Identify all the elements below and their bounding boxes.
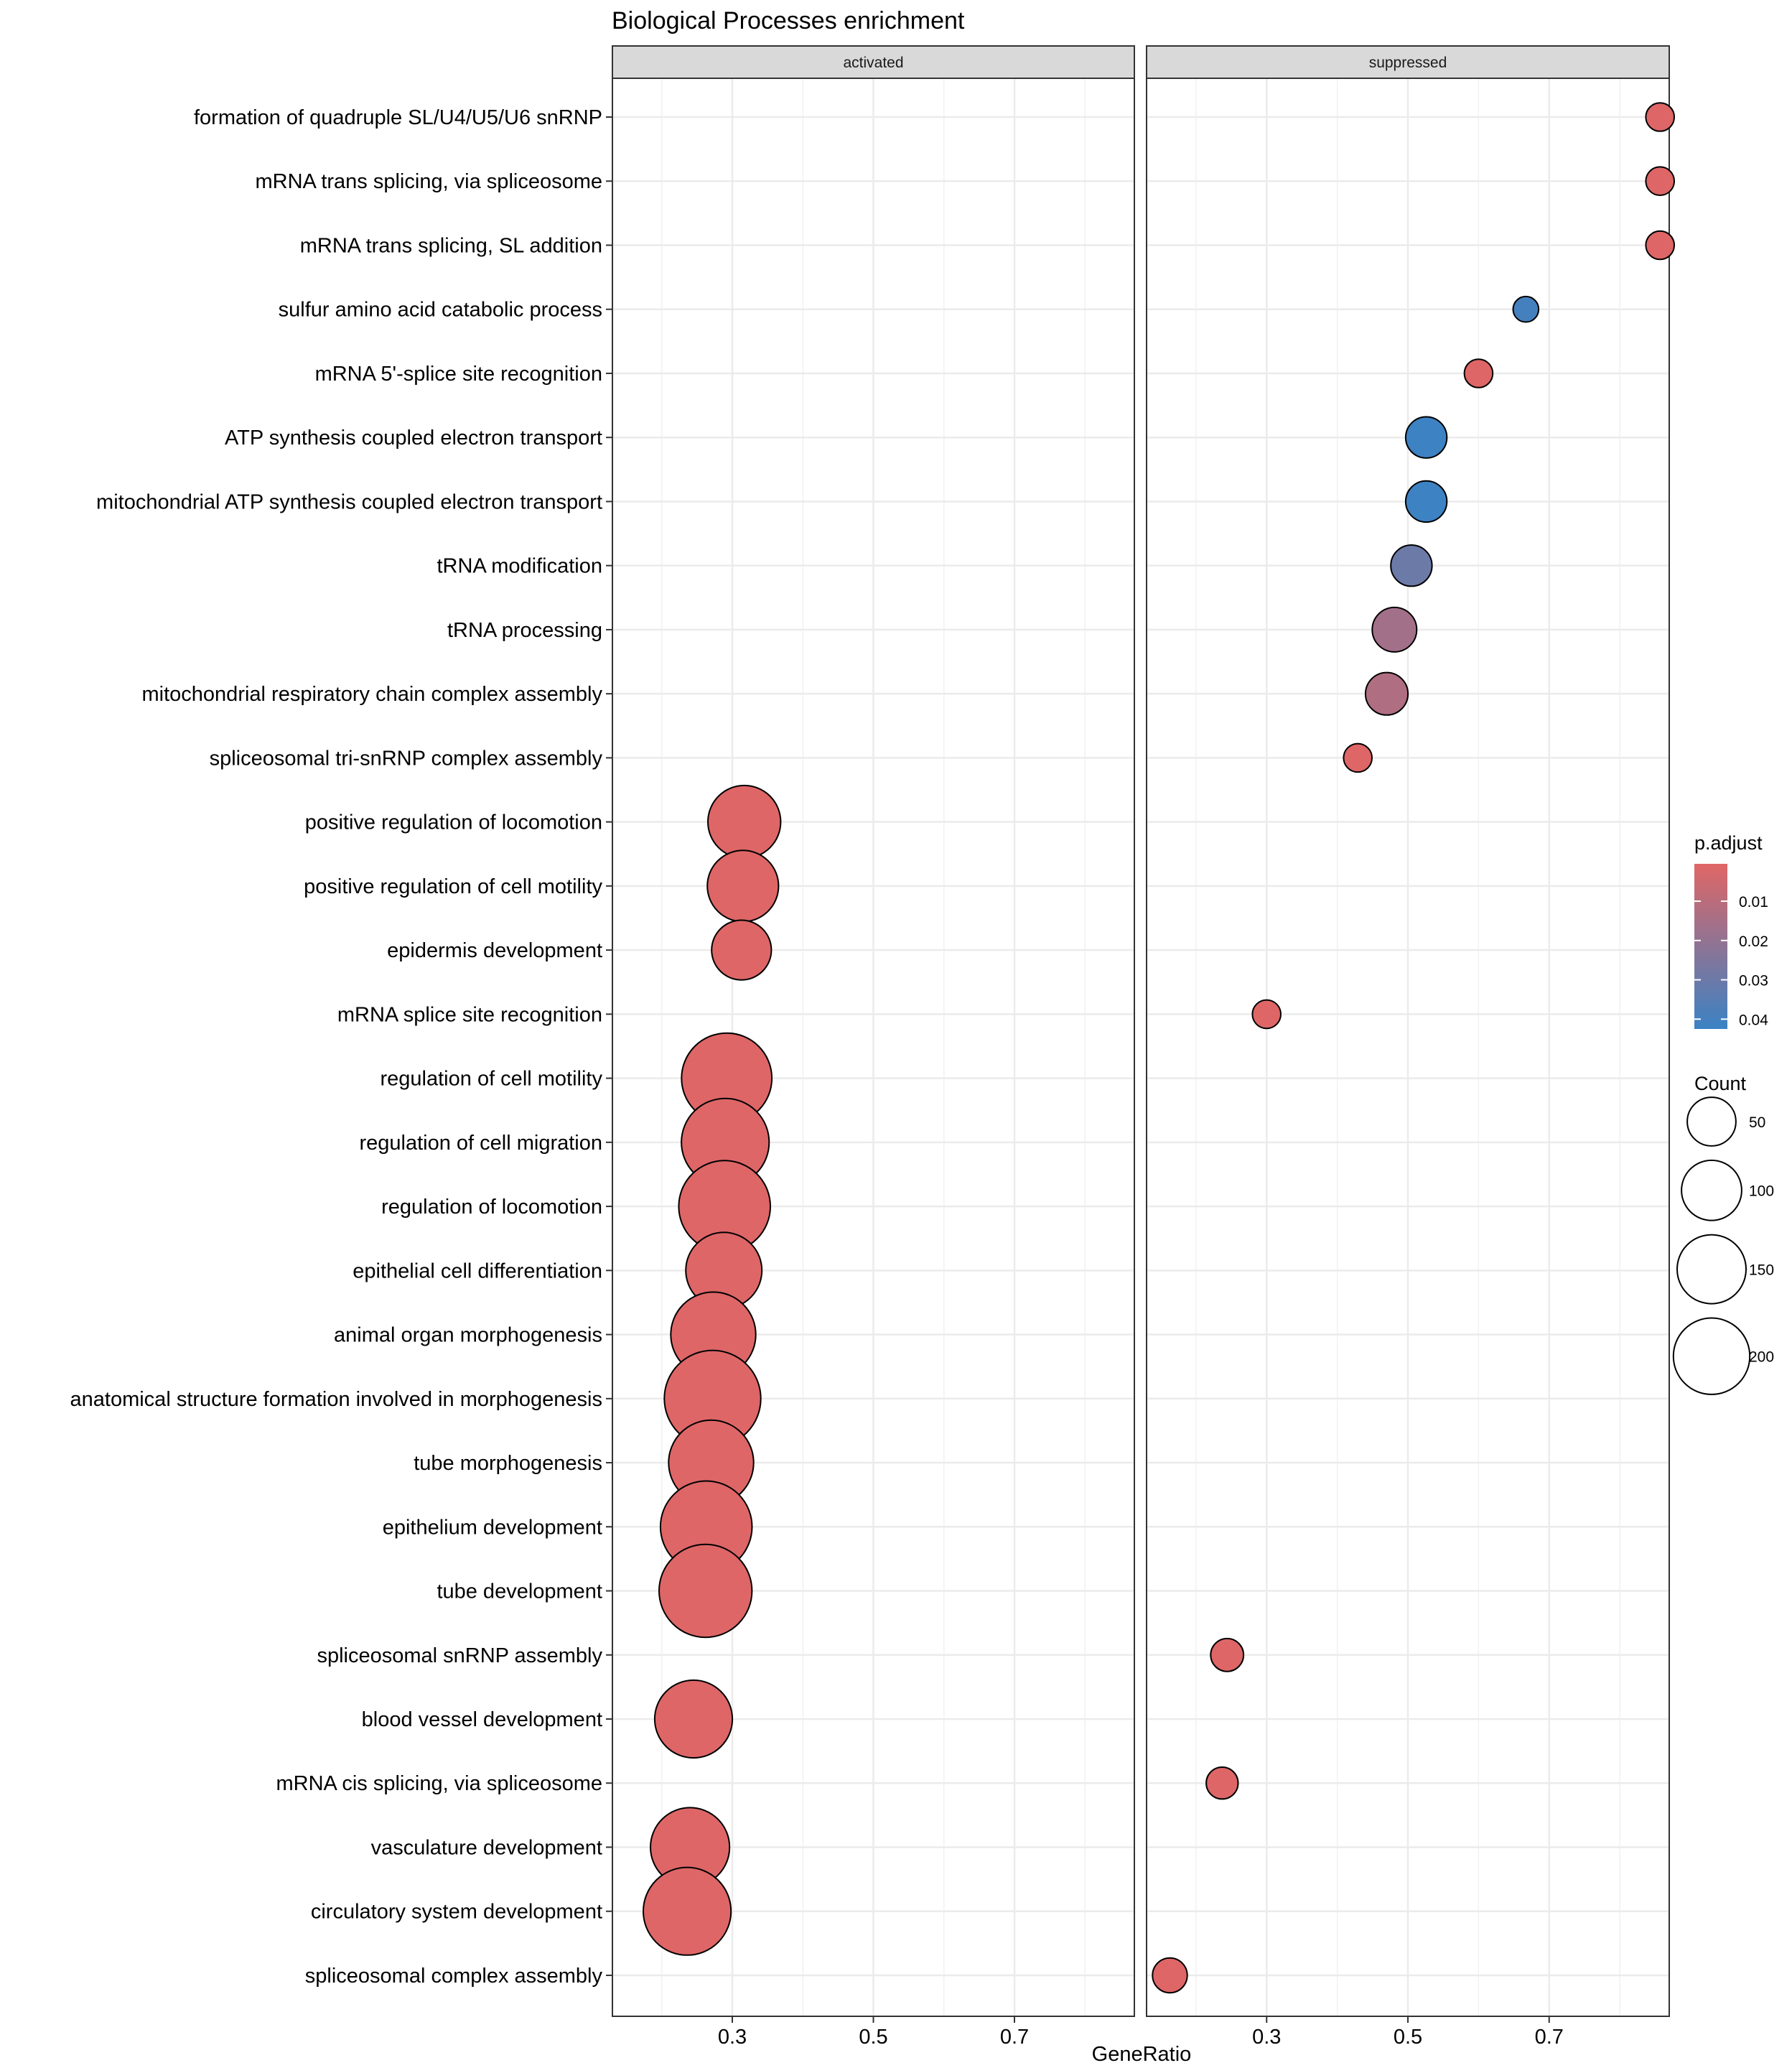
y-tick-label: mitochondrial respiratory chain complex …	[142, 683, 603, 706]
data-point	[706, 784, 782, 860]
y-tick-label: anatomical structure formation involved …	[70, 1388, 602, 1411]
y-tick-label: tRNA modification	[437, 555, 603, 578]
y-tick-label: regulation of cell motility	[381, 1068, 603, 1091]
facet-strip-label-activated: activated	[843, 55, 903, 71]
y-tick-label: spliceosomal snRNP assembly	[317, 1644, 602, 1667]
y-tick-label: spliceosomal tri-snRNP complex assembly	[210, 747, 603, 770]
y-tick-label: epithelium development	[383, 1516, 602, 1539]
y-tick-label: sulfur amino acid catabolic process	[279, 299, 602, 322]
x-axis: 0.3 0.5 0.7 0.3 0.5 0.7	[718, 2016, 1564, 2049]
data-point	[658, 1543, 753, 1639]
data-point	[1364, 671, 1409, 716]
data-point	[1463, 358, 1494, 388]
data-point	[1645, 230, 1675, 261]
chart-title: Biological Processes enrichment	[612, 7, 965, 34]
legend: p.adjust 0.01 0.02 0.03 0.04 Count 50 100 150 200	[1672, 832, 1774, 1395]
y-tick-label: formation of quadruple SL/U4/U5/U6 snRNP	[194, 106, 602, 129]
data-point	[1404, 480, 1448, 523]
y-tick-label: tube development	[437, 1580, 602, 1603]
data-point	[643, 1866, 732, 1956]
color-legend-label: 0.02	[1739, 933, 1768, 950]
data-point	[1251, 999, 1282, 1030]
y-tick-label: mRNA trans splicing, SL addition	[300, 234, 602, 257]
size-legend-label: 100	[1749, 1183, 1774, 1200]
y-tick-label: epithelial cell differentiation	[353, 1259, 602, 1282]
y-tick-label: circulatory system development	[311, 1901, 602, 1924]
data-point	[1645, 102, 1675, 132]
data-point	[1205, 1766, 1239, 1800]
data-point	[711, 919, 773, 981]
facet-strip-suppressed	[1146, 45, 1670, 79]
x-tick-label: 0.3	[718, 2026, 747, 2049]
panels-layer: activated suppressed	[612, 45, 1670, 2017]
data-point	[1210, 1637, 1245, 1672]
size-legend-key	[1686, 1096, 1737, 1147]
points-layer	[643, 102, 1675, 1994]
data-point	[1390, 544, 1433, 587]
x-tick-label: 0.3	[1252, 2026, 1281, 2049]
data-point	[1343, 742, 1373, 773]
y-tick-label: vasculature development	[371, 1836, 602, 1859]
y-tick-label: positive regulation of locomotion	[305, 811, 602, 834]
data-point	[1512, 295, 1540, 323]
y-tick-label: tRNA processing	[447, 619, 602, 642]
size-legend-label: 50	[1749, 1114, 1765, 1131]
size-legend-title: Count	[1694, 1073, 1747, 1094]
size-legend-label: 200	[1749, 1349, 1774, 1366]
facet-strip-label-suppressed: suppressed	[1369, 55, 1447, 71]
y-tick-label: ATP synthesis coupled electron transport	[225, 427, 602, 450]
y-axis: formation of quadruple SL/U4/U5/U6 snRNP…	[70, 106, 612, 1988]
size-legend-key	[1676, 1234, 1747, 1305]
x-tick-label: 0.5	[1394, 2026, 1422, 2049]
color-legend-label: 0.03	[1739, 973, 1768, 989]
data-point	[1152, 1957, 1188, 1994]
panel-suppressed: suppressed	[1146, 45, 1670, 2017]
color-bar	[1694, 864, 1727, 1029]
y-tick-label: regulation of cell migration	[359, 1132, 602, 1155]
x-axis-title: GeneRatio	[1092, 2043, 1192, 2066]
data-point	[1404, 416, 1448, 459]
y-tick-label: mRNA trans splicing, via spliceosome	[255, 170, 602, 193]
x-tick-label: 0.5	[859, 2026, 887, 2049]
y-tick-label: mRNA 5'-splice site recognition	[315, 363, 602, 386]
y-tick-label: epidermis development	[387, 939, 602, 962]
color-legend-label: 0.01	[1739, 894, 1768, 910]
y-tick-label: regulation of locomotion	[381, 1196, 602, 1219]
data-point	[1645, 166, 1675, 196]
size-legend-key	[1681, 1159, 1742, 1221]
color-legend-title: p.adjust	[1694, 832, 1763, 854]
size-legend-label: 150	[1749, 1262, 1774, 1279]
y-tick-label: mRNA cis splicing, via spliceosome	[276, 1772, 602, 1795]
y-tick-label: animal organ morphogenesis	[334, 1324, 602, 1347]
x-tick-label: 0.7	[1000, 2026, 1029, 2049]
size-legend-key	[1672, 1317, 1751, 1395]
data-point	[706, 849, 780, 923]
y-tick-label: blood vessel development	[362, 1708, 602, 1731]
color-legend-label: 0.04	[1739, 1012, 1768, 1028]
facet-strip-activated	[612, 45, 1135, 79]
y-tick-label: positive regulation of cell motility	[304, 875, 602, 898]
x-tick-label: 0.7	[1535, 2026, 1564, 2049]
y-tick-label: mitochondrial ATP synthesis coupled elec…	[96, 490, 602, 513]
data-point	[653, 1679, 734, 1759]
y-tick-label: tube morphogenesis	[414, 1452, 602, 1475]
y-tick-label: mRNA splice site recognition	[337, 1003, 602, 1026]
y-tick-label: spliceosomal complex assembly	[305, 1965, 603, 1988]
data-point	[1371, 606, 1418, 653]
